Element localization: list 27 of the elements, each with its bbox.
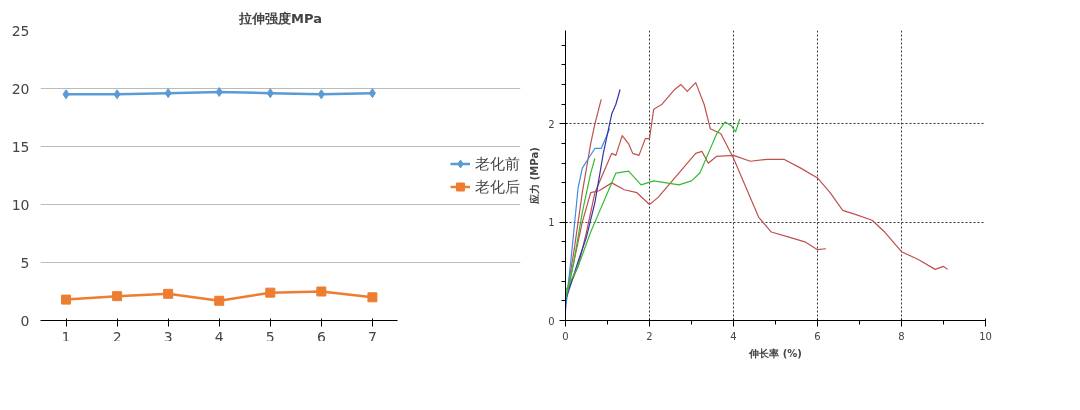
- x-tick-label: 1: [61, 328, 71, 345]
- x-tick-label: 4: [730, 330, 737, 342]
- y-axis-title: 应力 (MPa): [529, 147, 541, 205]
- x-tick-label: 10: [979, 330, 992, 342]
- y-tick-label: 20: [11, 80, 30, 97]
- y-tick-label: 5: [20, 254, 30, 271]
- x-tick-label: 2: [112, 328, 122, 345]
- x-tick-label: 0: [562, 330, 569, 342]
- y-tick-label: 2: [548, 118, 555, 130]
- y-tick-label: 0: [548, 315, 555, 327]
- legend-label: 老化后: [475, 177, 520, 196]
- y-tick-label: 10: [11, 196, 30, 213]
- y-tick-label: 15: [11, 138, 30, 155]
- y-tick-label: 25: [11, 22, 30, 39]
- x-tick-label: 4: [214, 328, 224, 345]
- x-tick-label: 7: [367, 328, 377, 345]
- x-tick-label: 5: [265, 328, 275, 345]
- x-tick-label: 2: [646, 330, 653, 342]
- y-tick-label: 0: [20, 312, 30, 329]
- y-tick-label: 1: [548, 217, 555, 229]
- x-tick-label: 6: [316, 328, 326, 345]
- x-tick-label: 8: [898, 330, 905, 342]
- chart-title: 拉伸强度MPa: [238, 10, 322, 26]
- legend-label: 老化前: [475, 154, 520, 173]
- x-tick-label: 3: [163, 328, 173, 345]
- x-tick-label: 6: [814, 330, 821, 342]
- x-axis-title: 伸长率 (%): [748, 347, 802, 359]
